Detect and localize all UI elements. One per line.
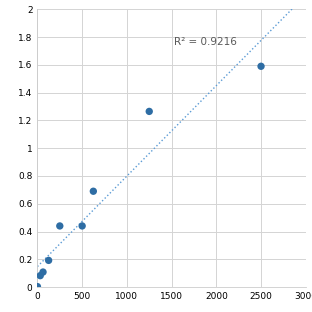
- Point: [91, 189, 96, 194]
- Point: [46, 258, 51, 263]
- Point: [41, 270, 46, 275]
- Point: [147, 109, 152, 114]
- Point: [259, 64, 264, 69]
- Point: [35, 284, 40, 289]
- Point: [57, 223, 62, 228]
- Text: R² = 0.9216: R² = 0.9216: [174, 37, 237, 47]
- Point: [38, 273, 43, 278]
- Point: [80, 223, 85, 228]
